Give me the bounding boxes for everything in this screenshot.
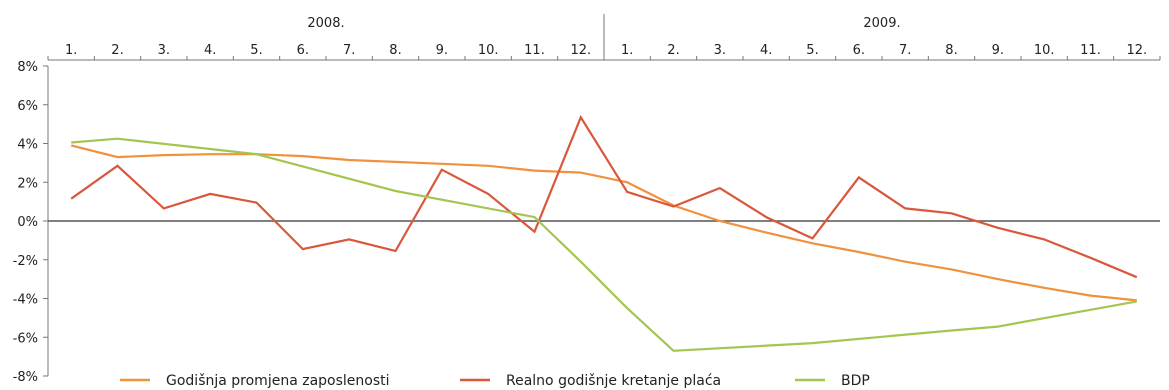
x-tick-label: 1. — [65, 43, 77, 58]
x-tick-label: 2. — [111, 43, 123, 58]
x-tick-label: 11. — [524, 43, 545, 58]
axis-layer: 8% 6% 4% 2% 0% -2% -4% -6% -8% 1. 2. 3. 4. 5. 6. 7. 8. 9.… — [13, 14, 1161, 385]
x-tick-label: 9. — [992, 43, 1004, 58]
x-tick-label: 11. — [1080, 43, 1101, 58]
y-tick-label: -2% — [13, 254, 38, 269]
y-tick-label: -6% — [13, 331, 38, 346]
legend-label: Realno godišnje kretanje plaća — [506, 373, 721, 389]
x-tick-label: 6. — [297, 43, 309, 58]
y-tick-label: -8% — [13, 370, 38, 385]
series-layer — [70, 114, 1138, 352]
x-tick-label: 3. — [158, 43, 170, 58]
x-tick-label: 12. — [570, 43, 591, 58]
series-line-2 — [70, 114, 1138, 279]
x-tick-label: 8. — [389, 43, 401, 58]
x-tick-label: 4. — [204, 43, 216, 58]
series-line-1 — [70, 144, 1137, 302]
x-tick-label: 9. — [436, 43, 448, 58]
y-tick-label: 6% — [17, 99, 38, 114]
x-tick-label: 5. — [250, 43, 262, 58]
y-tick-label: 8% — [17, 60, 38, 75]
legend: Godišnja promjena zaposlenosti Realno god… — [120, 373, 870, 389]
x-tick-label: 6. — [853, 43, 865, 58]
x-tick-label: 3. — [714, 43, 726, 58]
y-tick-label: 0% — [17, 215, 38, 230]
y-tick-label: 4% — [17, 138, 38, 153]
legend-label: Godišnja promjena zaposlenosti — [166, 373, 390, 389]
x-tick-label: 4. — [760, 43, 772, 58]
x-tick-label: 10. — [1034, 43, 1055, 58]
x-tick-label: 2. — [667, 43, 679, 58]
y-tick-label: -4% — [13, 293, 38, 308]
x-tick-label: 5. — [806, 43, 818, 58]
x-tick-label: 1. — [621, 43, 633, 58]
x-tick-label: 12. — [1126, 43, 1147, 58]
series-line-3 — [71, 137, 1137, 352]
x-tick-label: 10. — [478, 43, 499, 58]
year-label: 2008. — [307, 16, 344, 31]
x-tick-label: 8. — [945, 43, 957, 58]
year-label: 2009. — [863, 16, 900, 31]
legend-label: BDP — [841, 373, 870, 389]
y-tick-label: 2% — [17, 176, 38, 191]
x-tick-label: 7. — [343, 43, 355, 58]
x-tick-label: 7. — [899, 43, 911, 58]
